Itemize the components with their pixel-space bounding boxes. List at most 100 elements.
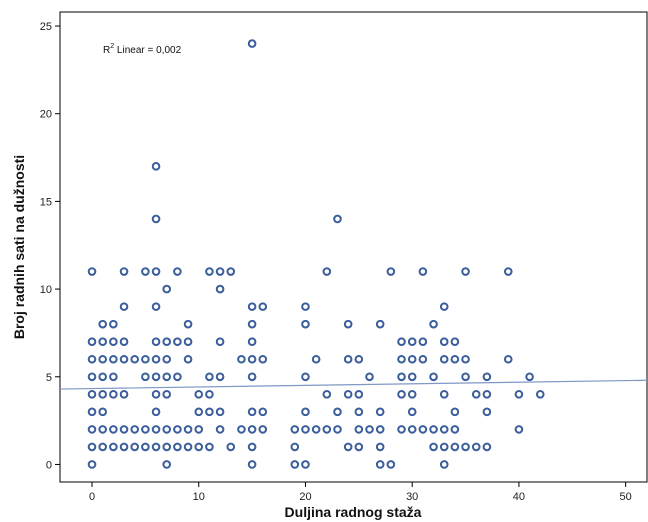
data-point [87, 354, 97, 364]
data-point [205, 390, 214, 399]
x-tick-label: 20 [299, 491, 311, 503]
data-point [386, 460, 396, 469]
data-point [247, 39, 257, 48]
data-point [141, 372, 150, 382]
data-point [119, 337, 129, 347]
data-point [151, 302, 161, 311]
data-point [119, 267, 129, 276]
data-point [183, 425, 193, 434]
y-axis-title: Broj radnih sati na dužnosti [11, 155, 27, 339]
data-point [141, 267, 150, 276]
data-point [87, 460, 97, 469]
x-tick-label: 10 [193, 491, 205, 503]
data-point [311, 425, 321, 434]
data-point [87, 407, 97, 417]
y-tick-label: 15 [40, 196, 52, 208]
data-point [375, 319, 385, 329]
data-point [162, 284, 172, 294]
data-point [375, 460, 385, 469]
data-point [471, 390, 481, 399]
data-point [151, 214, 161, 224]
data-point [514, 425, 524, 434]
data-point [205, 372, 214, 382]
data-point [98, 407, 107, 417]
data-point [407, 390, 417, 399]
data-point [525, 372, 534, 382]
x-axis-ticks: 0 10 20 30 40 50 [89, 482, 632, 503]
data-point [247, 460, 257, 469]
data-point [215, 372, 225, 382]
data-point [258, 354, 268, 364]
data-point [311, 354, 321, 364]
data-point [247, 337, 257, 347]
data-point [354, 390, 364, 399]
data-point [333, 214, 342, 224]
data-point [109, 442, 118, 452]
data-point [98, 390, 107, 399]
data-point [461, 372, 470, 382]
data-point [397, 337, 406, 347]
data-point [407, 425, 417, 434]
data-point [98, 319, 107, 329]
data-point [87, 337, 97, 347]
data-point [397, 390, 406, 399]
data-point [322, 425, 332, 434]
data-point [151, 442, 161, 452]
data-point [205, 442, 214, 452]
y-tick-label: 25 [40, 21, 52, 33]
data-point [301, 425, 310, 434]
data-point [535, 390, 545, 399]
data-point [194, 407, 204, 417]
data-point [301, 407, 310, 417]
r-squared-text: Linear = 0,002 [114, 45, 181, 56]
data-point [503, 267, 513, 276]
data-point [439, 460, 449, 469]
data-point [397, 372, 406, 382]
data-point [301, 302, 310, 311]
r-squared-symbol: R [103, 45, 110, 56]
data-point [98, 372, 107, 382]
data-point [365, 425, 374, 434]
data-point [375, 407, 385, 417]
data-point [247, 442, 257, 452]
data-point [87, 372, 97, 382]
data-point [87, 442, 97, 452]
data-point [215, 267, 225, 276]
data-point [375, 425, 385, 434]
data-point [109, 319, 118, 329]
data-point [322, 390, 332, 399]
data-point [98, 442, 107, 452]
data-point [397, 425, 406, 434]
data-point [98, 425, 107, 434]
data-point [397, 354, 406, 364]
data-point [237, 425, 246, 434]
data-point [429, 319, 438, 329]
data-point [109, 354, 118, 364]
data-point [151, 162, 161, 171]
data-point [365, 372, 374, 382]
data-point [87, 267, 97, 276]
data-point [450, 354, 460, 364]
data-point [343, 319, 353, 329]
data-point [290, 442, 300, 452]
data-point [109, 390, 118, 399]
data-point [514, 390, 524, 399]
data-point [258, 425, 268, 434]
data-point [439, 354, 449, 364]
data-point [482, 442, 492, 452]
x-tick-label: 0 [89, 491, 95, 503]
data-point [87, 390, 97, 399]
data-point [162, 460, 172, 469]
x-axis-title: Duljina radnog staža [285, 504, 422, 520]
data-point [439, 337, 449, 347]
data-point [418, 425, 428, 434]
data-point [258, 407, 268, 417]
data-point [109, 337, 118, 347]
data-point [183, 319, 193, 329]
data-point [141, 425, 150, 434]
data-point [205, 267, 214, 276]
data-point [450, 442, 460, 452]
data-point [258, 302, 268, 311]
data-point [418, 267, 428, 276]
